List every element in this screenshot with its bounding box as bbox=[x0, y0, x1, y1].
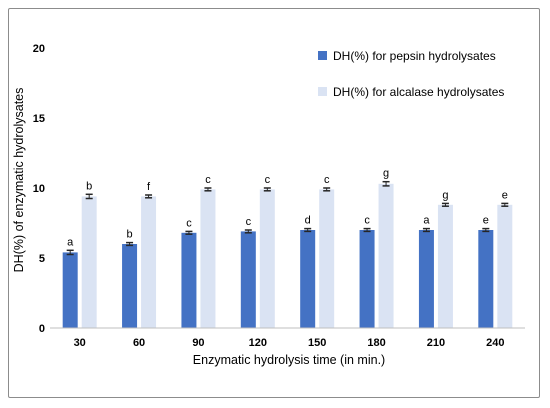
y-tick-label: 20 bbox=[33, 43, 45, 55]
alcalase-bar bbox=[81, 196, 97, 328]
x-tick-label: 30 bbox=[74, 337, 86, 349]
significance-letter: c bbox=[186, 217, 192, 229]
significance-letter: a bbox=[67, 236, 74, 248]
pepsin-bar bbox=[478, 230, 494, 328]
x-tick-label: 90 bbox=[192, 337, 204, 349]
x-axis-ticks: 30 60 90 120 150 180 210 240 bbox=[74, 337, 505, 349]
significance-letter: a bbox=[423, 215, 430, 227]
significance-letter: e bbox=[483, 215, 489, 227]
alcalase-bar bbox=[378, 183, 394, 328]
pepsin-bar bbox=[359, 230, 375, 328]
significance-letter: f bbox=[147, 181, 151, 193]
pepsin-bar bbox=[418, 230, 434, 328]
legend-swatch-pepsin bbox=[318, 51, 327, 60]
significance-letter: g bbox=[442, 189, 448, 201]
significance-letter: c bbox=[265, 174, 271, 186]
significance-letter: c bbox=[364, 215, 370, 227]
y-tick-label: 0 bbox=[39, 323, 45, 335]
pepsin-bar bbox=[240, 231, 256, 328]
x-axis-title: Enzymatic hydrolysis time (in min.) bbox=[193, 353, 385, 367]
pepsin-bar bbox=[181, 232, 197, 328]
legend: DH(%) for pepsin hydrolysates DH(%) for a… bbox=[318, 49, 504, 99]
y-axis-title: DH(%) of enzymatic hydrolysates bbox=[12, 88, 26, 273]
alcalase-bar bbox=[497, 204, 513, 328]
x-tick-label: 150 bbox=[308, 337, 326, 349]
y-axis-ticks: 0 5 10 15 20 bbox=[33, 43, 45, 335]
x-tick-label: 120 bbox=[249, 337, 267, 349]
x-tick-label: 240 bbox=[486, 337, 504, 349]
pepsin-bar bbox=[300, 230, 316, 328]
alcalase-bar bbox=[259, 189, 275, 328]
pepsin-bar bbox=[122, 244, 138, 328]
significance-letter: d bbox=[305, 215, 311, 227]
x-tick-label: 180 bbox=[367, 337, 385, 349]
alcalase-bar bbox=[319, 189, 335, 328]
y-tick-label: 10 bbox=[33, 183, 45, 195]
significance-letter: b bbox=[86, 180, 92, 192]
y-tick-label: 15 bbox=[33, 113, 45, 125]
significance-letter: c bbox=[324, 174, 330, 186]
alcalase-bar bbox=[200, 189, 216, 328]
significance-letter: c bbox=[246, 216, 252, 228]
x-tick-label: 210 bbox=[427, 337, 445, 349]
alcalase-bar bbox=[437, 204, 453, 328]
y-tick-label: 5 bbox=[39, 253, 45, 265]
legend-label-pepsin: DH(%) for pepsin hydrolysates bbox=[333, 49, 496, 63]
x-tick-label: 60 bbox=[133, 337, 145, 349]
significance-letter: b bbox=[127, 229, 133, 241]
legend-swatch-alcalase bbox=[318, 87, 327, 96]
legend-label-alcalase: DH(%) for alcalase hydrolysates bbox=[333, 85, 504, 99]
alcalase-bar bbox=[141, 196, 157, 328]
bars: a b b f c c c c d c c g a g e e bbox=[62, 168, 513, 328]
pepsin-bar bbox=[62, 252, 78, 328]
significance-letter: g bbox=[383, 168, 389, 180]
significance-letter: e bbox=[502, 189, 508, 201]
significance-letter: c bbox=[205, 174, 211, 186]
